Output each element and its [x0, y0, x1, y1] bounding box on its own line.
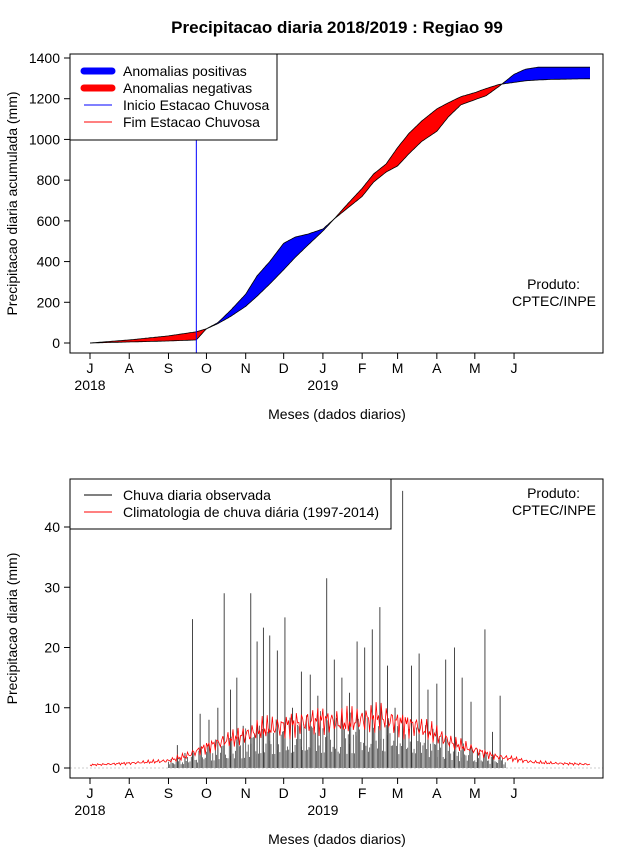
- accumulated-legend: Anomalias positivas Anomalias negativas …: [69, 53, 278, 141]
- chart-title: Precipitacao diaria 2018/2019 : Regiao 9…: [171, 18, 503, 37]
- y-tick-label: 400: [37, 254, 61, 270]
- year-label: 2019: [307, 377, 338, 393]
- x-tick-label: D: [279, 360, 289, 376]
- product-label-line1: Produto:: [527, 485, 580, 501]
- x-tick-label: M: [469, 785, 481, 801]
- positive-anomaly-area: [206, 217, 336, 329]
- x-tick-label: J: [511, 360, 518, 376]
- x-tick-label: N: [241, 360, 251, 376]
- y-tick-label: 600: [37, 213, 61, 229]
- x-tick-label: J: [87, 785, 94, 801]
- year-label: 2019: [307, 802, 338, 818]
- x-tick-label: F: [358, 785, 367, 801]
- legend-label-negative: Anomalias negativas: [123, 80, 252, 96]
- accumulated-x-axis-label: Meses (dados diarios): [268, 406, 406, 422]
- x-tick-label: O: [201, 360, 212, 376]
- x-tick-label: S: [164, 360, 173, 376]
- y-tick-label: 0: [52, 760, 60, 776]
- legend-label-observed: Chuva diaria observada: [123, 487, 271, 503]
- climatology-daily-line: [89, 702, 591, 767]
- y-tick-label: 40: [44, 519, 60, 535]
- y-tick-label: 30: [44, 579, 60, 595]
- plot-frame: [69, 53, 604, 354]
- y-tick-label: 1400: [29, 50, 60, 66]
- x-tick-label: M: [469, 360, 481, 376]
- product-label-line2: CPTEC/INPE: [512, 502, 596, 518]
- y-tick-label: 200: [37, 294, 61, 310]
- product-label-line2: CPTEC/INPE: [512, 293, 596, 309]
- x-tick-label: M: [392, 360, 404, 376]
- x-tick-label: M: [392, 785, 404, 801]
- x-tick-label: A: [125, 785, 135, 801]
- y-tick-label: 1200: [29, 91, 60, 107]
- y-tick-label: 800: [37, 172, 61, 188]
- y-tick-label: 1000: [29, 131, 60, 147]
- legend-label-climatology: Climatologia de chuva diária (1997-2014): [123, 504, 379, 520]
- product-label-line1: Produto:: [527, 276, 580, 292]
- legend-label-positive: Anomalias positivas: [123, 63, 247, 79]
- x-tick-label: F: [358, 360, 367, 376]
- year-label: 2018: [74, 377, 105, 393]
- y-tick-label: 10: [44, 700, 60, 716]
- climatology-accumulated-line: [89, 78, 590, 344]
- x-tick-label: N: [241, 785, 251, 801]
- x-tick-label: O: [201, 785, 212, 801]
- x-tick-label: S: [164, 785, 173, 801]
- x-tick-label: J: [319, 785, 326, 801]
- daily-climatology: [70, 702, 603, 769]
- x-tick-label: A: [125, 360, 135, 376]
- x-tick-label: D: [279, 785, 289, 801]
- daily-y-axis-label: Precipitacao diaria (mm): [4, 553, 20, 705]
- year-label: 2018: [74, 802, 105, 818]
- daily-observed-bars: [168, 490, 506, 768]
- accumulated-y-axis-label: Precipitacao diaria acumulada (mm): [4, 91, 20, 315]
- daily-legend: Chuva diaria observada Climatologia de c…: [69, 478, 392, 530]
- y-tick-label: 20: [44, 640, 60, 656]
- positive-anomaly-area: [502, 67, 590, 84]
- daily-x-axis-label: Meses (dados diarios): [268, 831, 406, 847]
- y-tick-label: 0: [52, 335, 60, 351]
- legend-box: [69, 478, 392, 530]
- negative-anomaly-area: [91, 328, 207, 343]
- legend-label-end: Fim Estacao Chuvosa: [123, 114, 260, 130]
- x-tick-label: J: [319, 360, 326, 376]
- x-tick-label: J: [87, 360, 94, 376]
- x-tick-label: A: [432, 360, 442, 376]
- observed-accumulated-line: [90, 66, 590, 344]
- legend-label-onset: Inicio Estacao Chuvosa: [123, 97, 270, 113]
- x-tick-label: J: [511, 785, 518, 801]
- x-tick-label: A: [432, 785, 442, 801]
